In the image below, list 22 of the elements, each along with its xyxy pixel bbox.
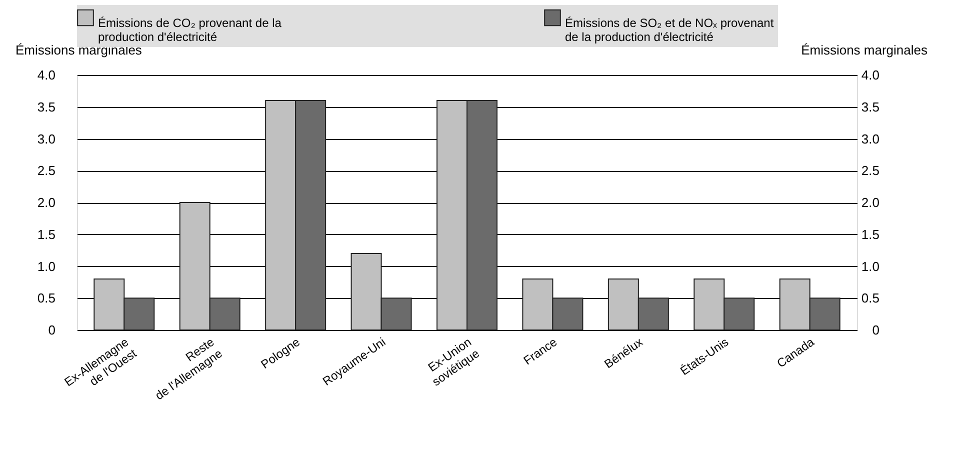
y-tick-label: 2.5 bbox=[37, 163, 56, 178]
y-tick-label: 3.0 bbox=[37, 131, 56, 146]
y-tick-label: 2.0 bbox=[37, 195, 56, 210]
y2-tick-label: 1.5 bbox=[861, 226, 880, 242]
y2-tick-label: 0 bbox=[872, 322, 880, 338]
y2-tick-label: 2.5 bbox=[861, 163, 880, 178]
y-axis-title: Émissions marginales bbox=[16, 42, 142, 58]
y2-tick-label: 4.0 bbox=[861, 68, 880, 82]
y2-tick-label: 2.0 bbox=[861, 195, 880, 210]
y-tick-label: 0.5 bbox=[37, 290, 56, 306]
legend-label: Émissions de SO₂ et de NOₓ provenant de la production d'électricité bbox=[565, 16, 774, 44]
y-tick-label: 1.5 bbox=[37, 226, 56, 242]
y-tick-label: 0 bbox=[48, 322, 56, 338]
y2-tick-label: 0.5 bbox=[861, 290, 880, 306]
legend-label: Émissions de CO₂ provenant de la production d'électricité bbox=[98, 16, 282, 44]
y-tick-label: 4.0 bbox=[37, 68, 56, 82]
y-tick-label: 3.5 bbox=[37, 99, 56, 114]
y-tick-label: 1.0 bbox=[37, 258, 56, 274]
y2-tick-label: 3.5 bbox=[861, 99, 880, 114]
y2-tick-label: 1.0 bbox=[861, 258, 880, 274]
y2-axis-title: Émissions marginales bbox=[801, 42, 928, 58]
y2-tick-label: 3.0 bbox=[861, 131, 880, 146]
